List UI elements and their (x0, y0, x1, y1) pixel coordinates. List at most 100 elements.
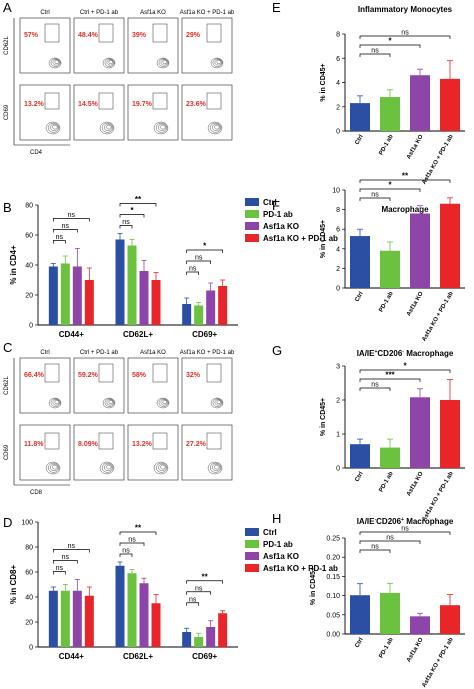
significance-label: ** (202, 572, 209, 581)
significance-bracket (359, 53, 391, 57)
bar-ctrl (48, 590, 58, 647)
legend-label: Asf1a KO (263, 222, 299, 231)
chart-title-part: + (374, 349, 377, 355)
significance-label: ns (401, 30, 409, 37)
flow-contour (52, 124, 58, 130)
y-tick-label: 0 (336, 129, 340, 136)
flow-contour (212, 58, 223, 67)
bar (350, 444, 370, 468)
legend-swatch (245, 198, 259, 206)
significance-label: * (130, 206, 134, 215)
flow-percentage: 39% (132, 32, 147, 39)
flow-column-header: Asf1a KO (140, 10, 166, 16)
flow-column-header: Asf1a KO + PD-1 ab (180, 10, 235, 16)
flow-gate (44, 432, 60, 450)
chart-title-part: - (374, 517, 376, 523)
flow-percentage: 23.6% (186, 101, 207, 108)
flow-x-label: CD4 (30, 150, 43, 156)
chart-title-part: Macrophage (404, 349, 454, 358)
flow-contour (156, 397, 170, 409)
bar (380, 250, 400, 288)
significance-bracket (359, 549, 391, 553)
chart-title: Macrophage (381, 205, 429, 214)
bar-asf1a-ko (206, 627, 216, 647)
flow-contour (155, 122, 168, 133)
significance-label: ns (386, 535, 394, 542)
chart-title-part: Macrophage (404, 517, 454, 526)
x-category-label: Asf1a KO + PD-1 ab (421, 637, 454, 689)
y-tick-label: 0.00 (326, 632, 340, 639)
y-axis-label: % in CD4+ (9, 245, 18, 285)
bar-asf1a-ko (139, 583, 149, 647)
flow-column-header: Asf1a KO + PD-1 ab (180, 350, 235, 356)
flow-contour (207, 461, 223, 475)
significance-bracket (52, 571, 66, 575)
y-tick-label: 40 (25, 263, 33, 270)
significance-label: ns (62, 223, 70, 230)
flow-percentage: 11.8% (24, 441, 44, 448)
bar (350, 103, 370, 131)
flow-contour (106, 399, 114, 406)
flow-percentage: 19.7% (132, 101, 153, 108)
legend-swatch (245, 234, 259, 242)
legend-label: Ctrl (263, 198, 277, 207)
chart-h: H IA/IE-CD206+ Macrophage 0.00 0.05 0.10 0.15… (272, 511, 465, 689)
x-category-label: CD44+ (59, 330, 84, 339)
bar-pd-1-ab (127, 245, 137, 325)
significance-bracket (359, 531, 451, 535)
y-tick-label: 0.05 (326, 612, 340, 619)
y-tick-label: 4 (336, 246, 340, 253)
legend-label: PD-1 ab (263, 210, 293, 219)
x-category-label: Asf1a KO (406, 291, 425, 318)
bar-asf1a-ko-pd-1-ab (151, 603, 161, 647)
bar (350, 236, 370, 288)
bar-ctrl (48, 266, 58, 325)
flow-gate (206, 432, 222, 450)
significance-label: ns (122, 548, 130, 555)
bar-ctrl (182, 632, 192, 647)
flow-percentage: 13.2% (24, 101, 45, 108)
x-category-label: PD-1 ab (378, 291, 395, 314)
flow-percentage: 66.4% (24, 372, 45, 379)
significance-bracket (186, 260, 212, 264)
panel-letter-h: H (272, 511, 281, 526)
panel-letter-g: G (272, 343, 282, 358)
legend-label: Asf1a KO + PD-1 ab (263, 564, 338, 573)
bar-ctrl (182, 304, 192, 325)
bar-pd-1-ab (194, 305, 204, 325)
flow-contour (162, 400, 168, 405)
significance-bracket (359, 188, 421, 192)
significance-bracket (119, 553, 133, 557)
chart-title-part: CD206 (377, 349, 402, 358)
flow-x-label: CD8 (30, 490, 43, 496)
flow-gate (44, 363, 60, 383)
flow-row-label: CD69 (4, 444, 10, 460)
y-axis-label: % in CD45+ (320, 398, 327, 436)
flow-contour (52, 399, 60, 406)
flow-gate (44, 92, 60, 110)
bar (380, 447, 400, 468)
flow-contour (102, 57, 116, 69)
flow-gate (98, 432, 114, 450)
significance-bracket (119, 203, 157, 207)
y-tick-label: 0 (336, 466, 340, 473)
flow-contour (48, 397, 62, 409)
bar (440, 78, 460, 131)
flow-percentage: 58% (132, 372, 147, 379)
flow-contour (104, 58, 115, 67)
bar-asf1a-ko (139, 271, 149, 325)
bar-asf1a-ko-pd-1-ab (218, 286, 228, 325)
significance-bracket (119, 542, 145, 546)
significance-label: ns (195, 255, 203, 262)
y-axis-label: % in CD45+ (310, 567, 317, 605)
chart-e: E Inflammatory Monocytes 0 2 4 6 8 % in CD45+ Ct… (272, 0, 465, 186)
flow-contour (54, 60, 60, 65)
flow-percentage: 8.09% (78, 441, 99, 448)
y-tick-label: 8 (336, 32, 340, 39)
x-category-label: PD-1 ab (378, 134, 395, 157)
chart-d: D 0 20 40 60 80 100 % in CD8+ CD44+ CD62L+ CD69+ ns… (3, 515, 338, 661)
flow-contour (216, 400, 222, 405)
flow-contour (106, 464, 112, 470)
legend-label: Asf1a KO (263, 552, 299, 561)
